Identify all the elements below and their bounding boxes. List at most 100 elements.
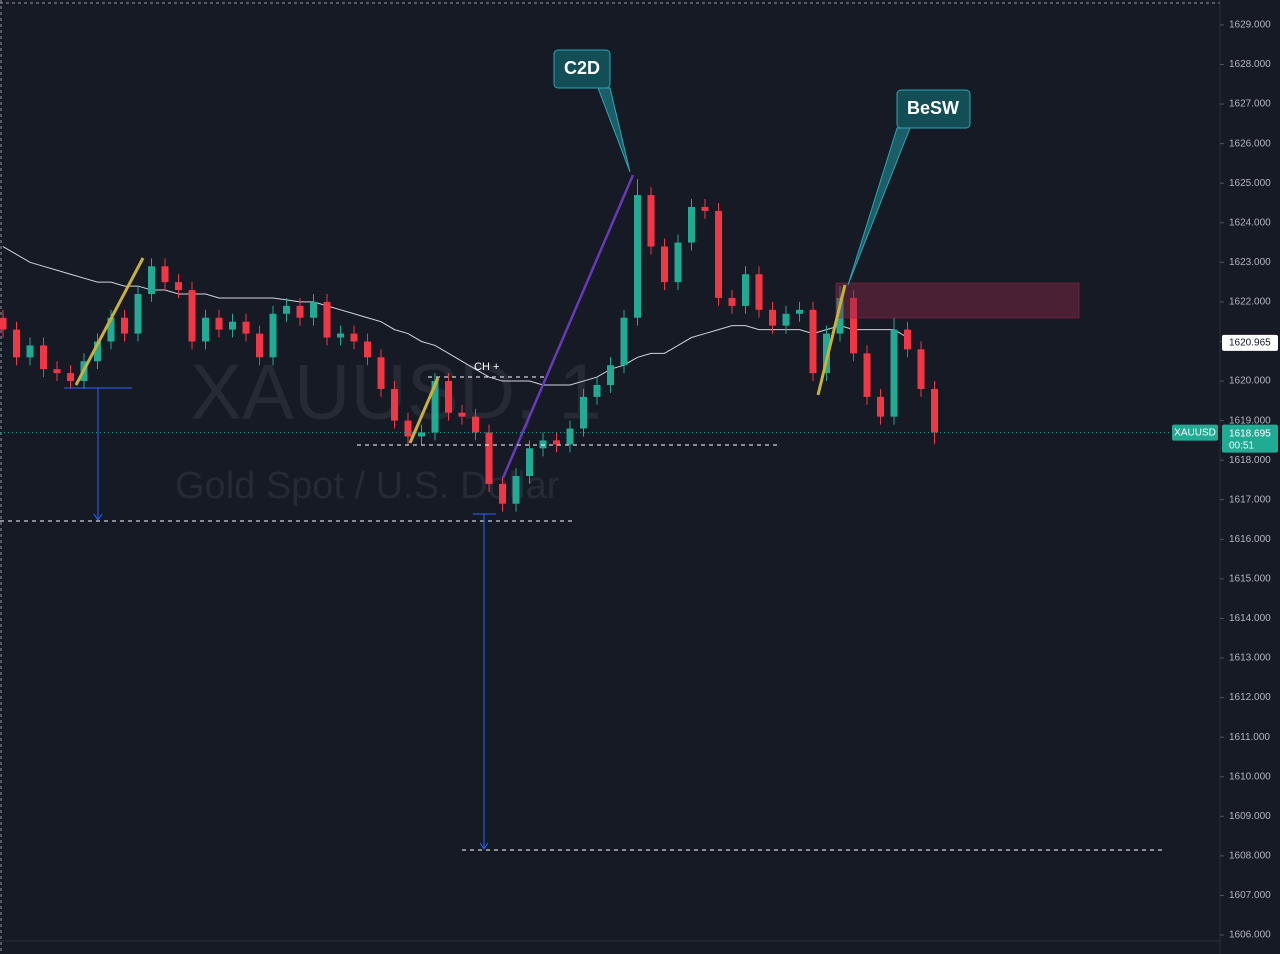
ma-price-tag xyxy=(1222,334,1278,351)
y-tick-label: 1609.000 xyxy=(1229,811,1271,822)
candle-body xyxy=(431,381,439,433)
plot xyxy=(0,179,938,512)
candle-body xyxy=(499,483,506,504)
candle-body xyxy=(809,309,817,374)
callout-label: C2D xyxy=(564,58,600,78)
candle-body xyxy=(701,206,709,211)
candle-body xyxy=(67,373,74,382)
candle-body xyxy=(647,195,655,247)
zone xyxy=(835,282,1080,319)
candle-body xyxy=(377,357,385,389)
y-tick-label: 1629.000 xyxy=(1229,20,1271,31)
candle-body xyxy=(661,246,668,283)
price-tag xyxy=(1222,424,1278,453)
price-tag-label: 1618.695 xyxy=(1229,428,1271,439)
candle-body xyxy=(607,365,614,386)
candle-body xyxy=(512,476,520,504)
y-tick-label: 1623.000 xyxy=(1229,257,1271,268)
y-tick-label: 1624.000 xyxy=(1229,217,1271,228)
y-tick-label: 1610.000 xyxy=(1229,771,1271,782)
candle-body xyxy=(13,329,20,358)
candle-body xyxy=(121,317,128,334)
candle-body xyxy=(148,266,155,294)
candle-body xyxy=(755,274,763,310)
y-tick-label: 1620.000 xyxy=(1229,376,1271,387)
callout-label: BeSW xyxy=(907,98,959,118)
candle-body xyxy=(175,282,182,291)
candle-body xyxy=(904,329,911,350)
candle-body xyxy=(310,301,317,318)
candle-body xyxy=(553,440,560,445)
candle-body xyxy=(391,388,398,421)
y-tick-label: 1606.000 xyxy=(1229,930,1271,941)
candle-body xyxy=(418,432,425,437)
trend-line xyxy=(816,284,847,396)
watermark-description: Gold Spot / U.S. Dollar xyxy=(175,465,560,507)
candle-body xyxy=(674,242,682,283)
candle-body xyxy=(202,317,209,342)
y-tick-label: 1616.000 xyxy=(1229,534,1271,545)
callout xyxy=(553,49,611,89)
candle-body xyxy=(445,381,452,413)
y-tick-label: 1627.000 xyxy=(1229,99,1271,110)
trend-line xyxy=(408,377,440,444)
y-tick-label: 1611.000 xyxy=(1229,732,1270,743)
annotation-label: CH + xyxy=(474,361,499,373)
candle-body xyxy=(364,341,371,358)
measure-arrow xyxy=(93,513,103,521)
y-tick-label: 1619.000 xyxy=(1229,415,1271,426)
candle-body xyxy=(215,317,223,330)
candle-body xyxy=(53,369,61,374)
symbol-tag-label: XAUUSD xyxy=(1174,427,1216,438)
candle-body xyxy=(296,305,304,318)
candle-body xyxy=(728,297,736,306)
candle-body xyxy=(863,353,871,397)
candle-body xyxy=(634,195,641,318)
candle-body xyxy=(40,345,47,370)
candle-body xyxy=(337,333,344,338)
candle-body xyxy=(350,333,358,342)
y-tick-label: 1622.000 xyxy=(1229,297,1271,308)
countdown-label: 00:51 xyxy=(1229,440,1254,451)
candle-body xyxy=(94,341,101,362)
candle-body xyxy=(458,412,466,417)
candle-body xyxy=(134,293,142,334)
y-tick-label: 1618.000 xyxy=(1229,455,1271,466)
candle-body xyxy=(823,333,830,374)
y-tick-label: 1607.000 xyxy=(1229,890,1271,901)
candle-body xyxy=(229,321,236,330)
trend-line xyxy=(74,257,145,386)
candle-body xyxy=(917,349,925,389)
candle-body xyxy=(580,396,587,429)
candle-body xyxy=(566,428,574,445)
candle-body xyxy=(931,388,938,433)
candle-body xyxy=(877,396,884,417)
candle-body xyxy=(26,345,34,358)
candle-body xyxy=(404,420,412,437)
candle-body xyxy=(242,321,250,334)
candle-body xyxy=(688,206,695,243)
candle-body xyxy=(107,317,115,342)
candle-body xyxy=(782,313,790,326)
candle-body xyxy=(769,309,776,326)
y-tick-label: 1617.000 xyxy=(1229,494,1271,505)
y-tick-label: 1614.000 xyxy=(1229,613,1271,624)
candle-body xyxy=(323,301,331,338)
candle-body xyxy=(539,440,547,449)
candle-body xyxy=(526,448,533,477)
candle-body xyxy=(472,416,479,433)
candle-body xyxy=(269,313,277,358)
y-tick-label: 1613.000 xyxy=(1229,653,1271,664)
candle-body xyxy=(620,317,628,366)
ma-price-tag-label: 1620.965 xyxy=(1229,338,1271,349)
candle-body xyxy=(485,432,493,484)
candle-body xyxy=(850,297,857,354)
candle-body xyxy=(283,305,290,314)
candle-body xyxy=(836,297,844,334)
measure-arrow xyxy=(479,842,489,850)
callout xyxy=(896,89,971,129)
y-tick-label: 1608.000 xyxy=(1229,851,1271,862)
candle-body xyxy=(188,290,196,342)
candle-body xyxy=(593,385,601,397)
